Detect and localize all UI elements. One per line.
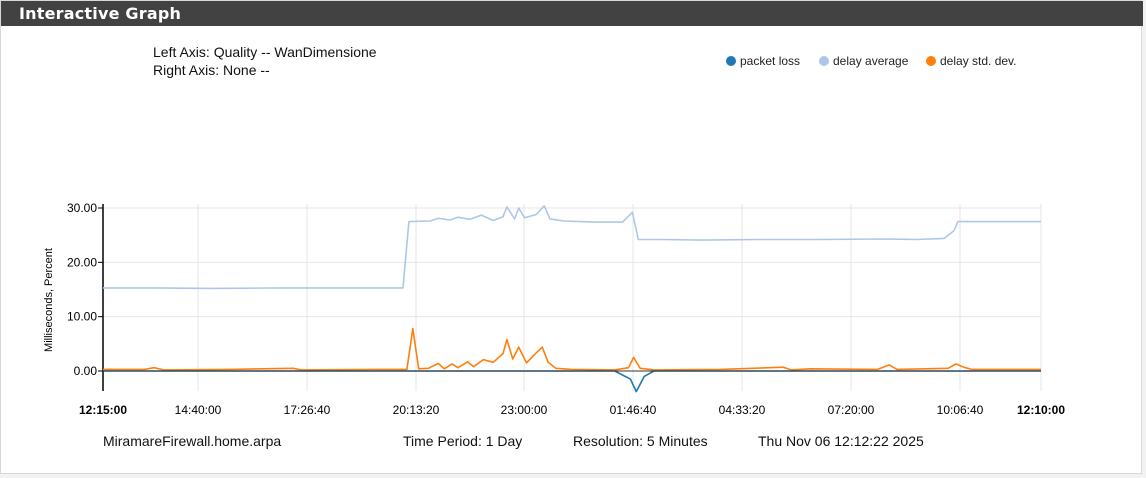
legend-label: packet loss — [740, 54, 801, 68]
footer-time-period: Time Period: 1 Day — [403, 433, 523, 449]
legend-dot-icon — [726, 56, 736, 66]
series-line-delay-average — [103, 205, 1041, 290]
legend-item-delay-average[interactable]: delay average — [819, 54, 908, 68]
footer-host: MiramareFirewall.home.arpa — [103, 433, 282, 449]
x-tick-label: 17:26:40 — [284, 403, 331, 417]
y-tick-label: 10.00 — [67, 310, 97, 324]
y-tick-label: 20.00 — [67, 255, 97, 269]
x-tick-label: 12:10:00 — [1017, 403, 1065, 417]
legend-item-packet-loss[interactable]: packet loss — [726, 54, 800, 68]
panel-title: Interactive Graph — [19, 4, 182, 23]
legend-item-delay-std-dev[interactable]: delay std. dev. — [926, 54, 1017, 68]
legend-dot-icon — [926, 56, 936, 66]
y-tick-label: 0.00 — [74, 364, 98, 378]
x-tick-label: 23:00:00 — [501, 403, 548, 417]
y-tick-label: 30.00 — [67, 201, 97, 215]
footer-resolution: Resolution: 5 Minutes — [573, 433, 708, 449]
x-tick-label: 04:33:20 — [719, 403, 766, 417]
legend-label: delay std. dev. — [940, 54, 1017, 68]
x-tick-label: 12:15:00 — [79, 403, 127, 417]
x-tick-label: 10:06:40 — [937, 403, 984, 417]
x-tick-label: 20:13:20 — [393, 403, 440, 417]
x-tick-label: 01:46:40 — [610, 403, 657, 417]
panel-header: Interactive Graph — [1, 1, 1143, 26]
legend-dot-icon — [819, 56, 829, 66]
series-line-packet-loss — [103, 370, 1041, 393]
legend-label: delay average — [833, 54, 909, 68]
right-axis-info: Right Axis: None -- — [153, 62, 270, 78]
x-tick-label: 07:20:00 — [828, 403, 875, 417]
left-axis-info: Left Axis: Quality -- WanDimensione — [153, 44, 377, 60]
series-line-delay-std-dev — [103, 327, 1041, 371]
x-tick-label: 14:40:00 — [175, 403, 222, 417]
footer-timestamp: Thu Nov 06 12:12:22 2025 — [758, 433, 924, 449]
y-axis-label: Milliseconds, Percent — [43, 248, 55, 352]
